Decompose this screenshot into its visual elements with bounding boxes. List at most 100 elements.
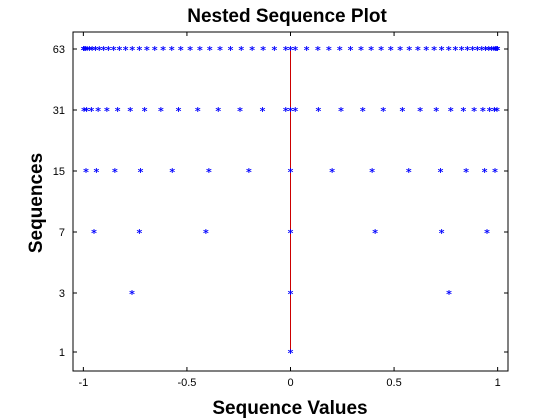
data-point: * bbox=[460, 105, 466, 118]
data-point: * bbox=[448, 105, 454, 118]
data-point: * bbox=[111, 44, 117, 57]
data-point: * bbox=[169, 166, 175, 179]
data-point: * bbox=[329, 166, 335, 179]
data-point: * bbox=[138, 166, 144, 179]
data-point: * bbox=[129, 288, 135, 301]
data-point: * bbox=[88, 105, 94, 118]
data-point: * bbox=[288, 44, 294, 57]
y-tick-label: 15 bbox=[53, 166, 65, 178]
data-point: * bbox=[178, 44, 184, 57]
data-point: * bbox=[292, 105, 298, 118]
data-point: * bbox=[486, 44, 492, 57]
data-point: * bbox=[400, 105, 406, 118]
data-point: * bbox=[484, 227, 490, 240]
data-point: * bbox=[360, 105, 366, 118]
data-point: * bbox=[158, 105, 164, 118]
data-point: * bbox=[494, 44, 500, 57]
data-point: * bbox=[87, 44, 93, 57]
data-point: * bbox=[272, 44, 278, 57]
x-tick-label: 0 bbox=[287, 377, 293, 389]
data-point: * bbox=[288, 347, 294, 360]
data-point: * bbox=[283, 105, 289, 118]
y-tick-label: 31 bbox=[53, 105, 65, 117]
y-tick-label: 3 bbox=[59, 288, 65, 300]
data-point: * bbox=[260, 44, 266, 57]
data-point: * bbox=[81, 44, 87, 57]
data-point: * bbox=[197, 44, 203, 57]
data-point: * bbox=[431, 44, 437, 57]
data-point: * bbox=[195, 105, 201, 118]
data-point: * bbox=[482, 166, 488, 179]
data-point: * bbox=[493, 44, 499, 57]
data-point: * bbox=[176, 105, 182, 118]
data-point: * bbox=[491, 105, 497, 118]
data-point: * bbox=[415, 44, 421, 57]
data-point: * bbox=[492, 166, 498, 179]
data-point: * bbox=[417, 105, 423, 118]
y-tick-label: 63 bbox=[53, 44, 65, 56]
data-point: * bbox=[96, 44, 102, 57]
data-point: * bbox=[348, 44, 354, 57]
x-tick-label: -0.5 bbox=[177, 377, 196, 389]
data-point: * bbox=[439, 44, 445, 57]
data-point: * bbox=[112, 166, 118, 179]
data-point: * bbox=[369, 166, 375, 179]
data-point: * bbox=[160, 44, 166, 57]
data-point: * bbox=[142, 105, 148, 118]
data-point: * bbox=[292, 44, 298, 57]
data-point: * bbox=[494, 105, 500, 118]
data-point: * bbox=[144, 44, 150, 57]
x-tick-label: 1 bbox=[495, 377, 501, 389]
data-point: * bbox=[249, 44, 255, 57]
data-point: * bbox=[495, 44, 501, 57]
data-point: * bbox=[446, 288, 452, 301]
data-point: * bbox=[446, 44, 452, 57]
data-point: * bbox=[123, 44, 129, 57]
points-layer: ** * ** * * * * * ** * * * * * * * * * * * * * **** * * * * * * * * * * *… bbox=[81, 44, 501, 360]
data-point: * bbox=[169, 44, 175, 57]
data-point: * bbox=[288, 166, 294, 179]
y-axis-label: Sequences bbox=[26, 153, 47, 253]
data-point: * bbox=[487, 105, 493, 118]
data-point: * bbox=[81, 44, 87, 57]
data-point: * bbox=[326, 44, 332, 57]
data-point: * bbox=[217, 44, 223, 57]
data-point: * bbox=[207, 44, 213, 57]
data-point: * bbox=[380, 105, 386, 118]
data-point: * bbox=[423, 44, 429, 57]
x-tick-label: -1 bbox=[78, 377, 88, 389]
data-point: * bbox=[215, 105, 221, 118]
data-point: * bbox=[483, 44, 489, 57]
data-point: * bbox=[238, 44, 244, 57]
data-point: * bbox=[152, 44, 158, 57]
data-point: * bbox=[228, 44, 234, 57]
data-point: * bbox=[84, 105, 90, 118]
data-point: * bbox=[372, 227, 378, 240]
data-point: * bbox=[491, 44, 497, 57]
data-point: * bbox=[338, 105, 344, 118]
data-point: * bbox=[288, 105, 294, 118]
data-point: * bbox=[316, 105, 322, 118]
chart-title: Nested Sequence Plot bbox=[187, 6, 387, 27]
data-point: * bbox=[378, 44, 384, 57]
data-point: * bbox=[475, 44, 481, 57]
data-point: * bbox=[104, 105, 110, 118]
data-point: * bbox=[129, 44, 135, 57]
data-point: * bbox=[246, 166, 252, 179]
data-point: * bbox=[315, 44, 321, 57]
data-point: * bbox=[480, 105, 486, 118]
data-point: * bbox=[304, 44, 310, 57]
data-point: * bbox=[283, 44, 289, 57]
data-point: * bbox=[83, 44, 89, 57]
data-point: * bbox=[81, 105, 87, 118]
data-point: * bbox=[406, 44, 412, 57]
data-point: * bbox=[397, 44, 403, 57]
data-point: * bbox=[433, 105, 439, 118]
data-point: * bbox=[101, 44, 107, 57]
data-point: * bbox=[137, 44, 143, 57]
data-point: * bbox=[471, 105, 477, 118]
data-point: * bbox=[93, 166, 99, 179]
ticks-layer: -1 -0.5 0 0.5 1 1 3 7 15 31 63 bbox=[53, 32, 508, 389]
y-tick-label: 7 bbox=[59, 227, 65, 239]
